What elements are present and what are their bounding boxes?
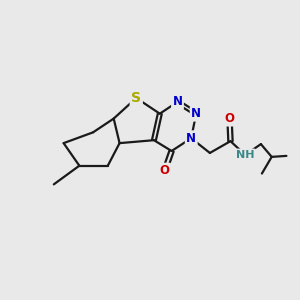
Text: O: O: [224, 112, 235, 125]
Text: N: N: [191, 107, 201, 120]
Text: S: S: [131, 91, 141, 105]
Text: NH: NH: [236, 150, 254, 160]
Text: O: O: [160, 164, 170, 177]
Text: N: N: [186, 132, 196, 145]
Text: N: N: [172, 95, 182, 108]
